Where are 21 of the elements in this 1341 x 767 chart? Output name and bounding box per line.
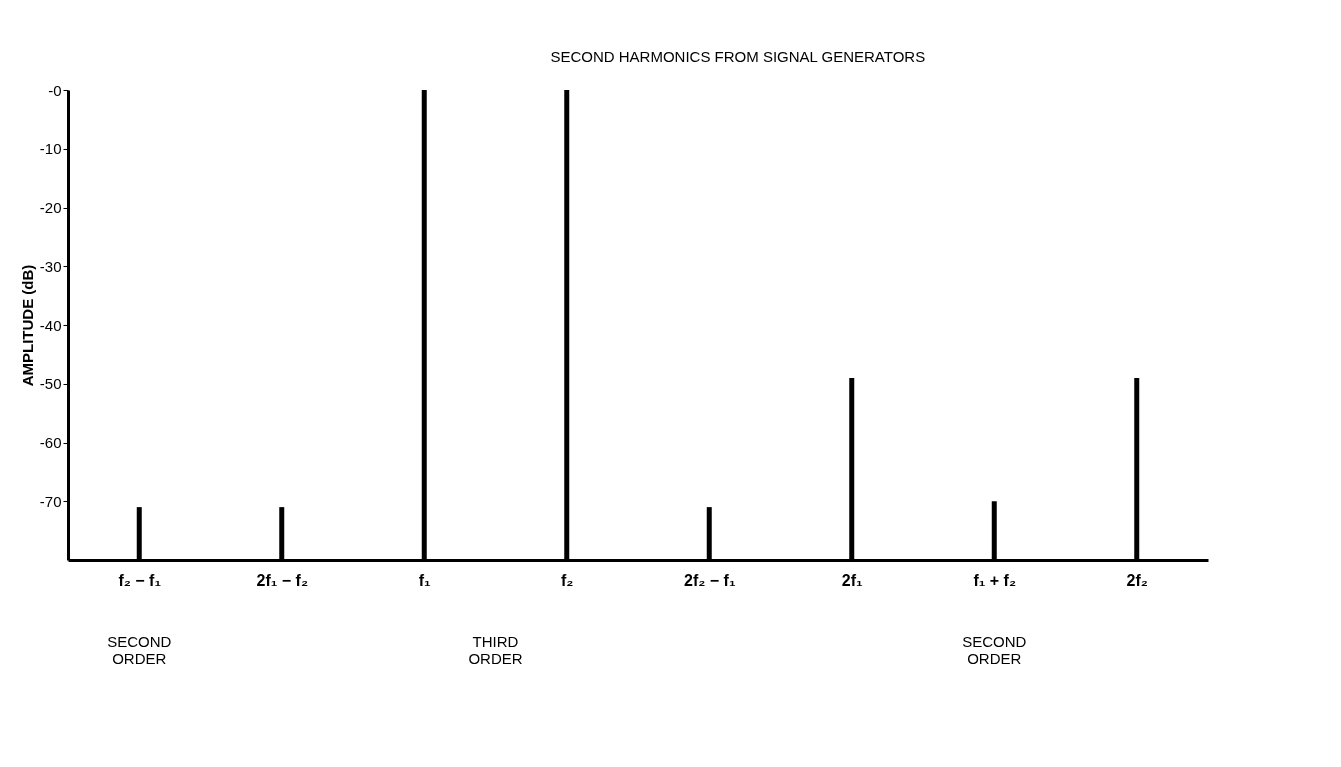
- x-tick-label: 2f₁ − f₂: [256, 571, 309, 589]
- x-tick-label: 2f₂ − f₁: [683, 571, 736, 589]
- x-tick-label: f₂: [561, 571, 574, 589]
- text: THIRD ORDER: [468, 633, 523, 667]
- x-tick-label: 2f₁: [841, 571, 864, 589]
- y-tick-label: -10: [39, 140, 62, 158]
- y-tick-label: -60: [39, 434, 62, 451]
- text: SECOND ORDER: [962, 633, 1027, 667]
- x-tick-label: f₁ + f₂: [973, 571, 1017, 589]
- text: SECOND HARMONICS FROM SIGNAL GENERATORS: [550, 48, 926, 65]
- y-tick-label: -30: [39, 257, 62, 275]
- y-tick-label: -20: [39, 199, 62, 216]
- y-tick-label: -0: [48, 81, 62, 99]
- y-tick-label: -40: [39, 316, 62, 334]
- x-tick-label: f₂ − f₁: [118, 571, 162, 589]
- y-tick-label: -70: [39, 492, 62, 510]
- y-axis-title: AMPLITUDE (dB): [18, 264, 36, 387]
- text: SECOND ORDER: [107, 633, 172, 667]
- x-tick-label: 2f₂: [1126, 571, 1148, 589]
- y-tick-label: -50: [39, 375, 62, 393]
- x-tick-label: f₁: [418, 571, 432, 589]
